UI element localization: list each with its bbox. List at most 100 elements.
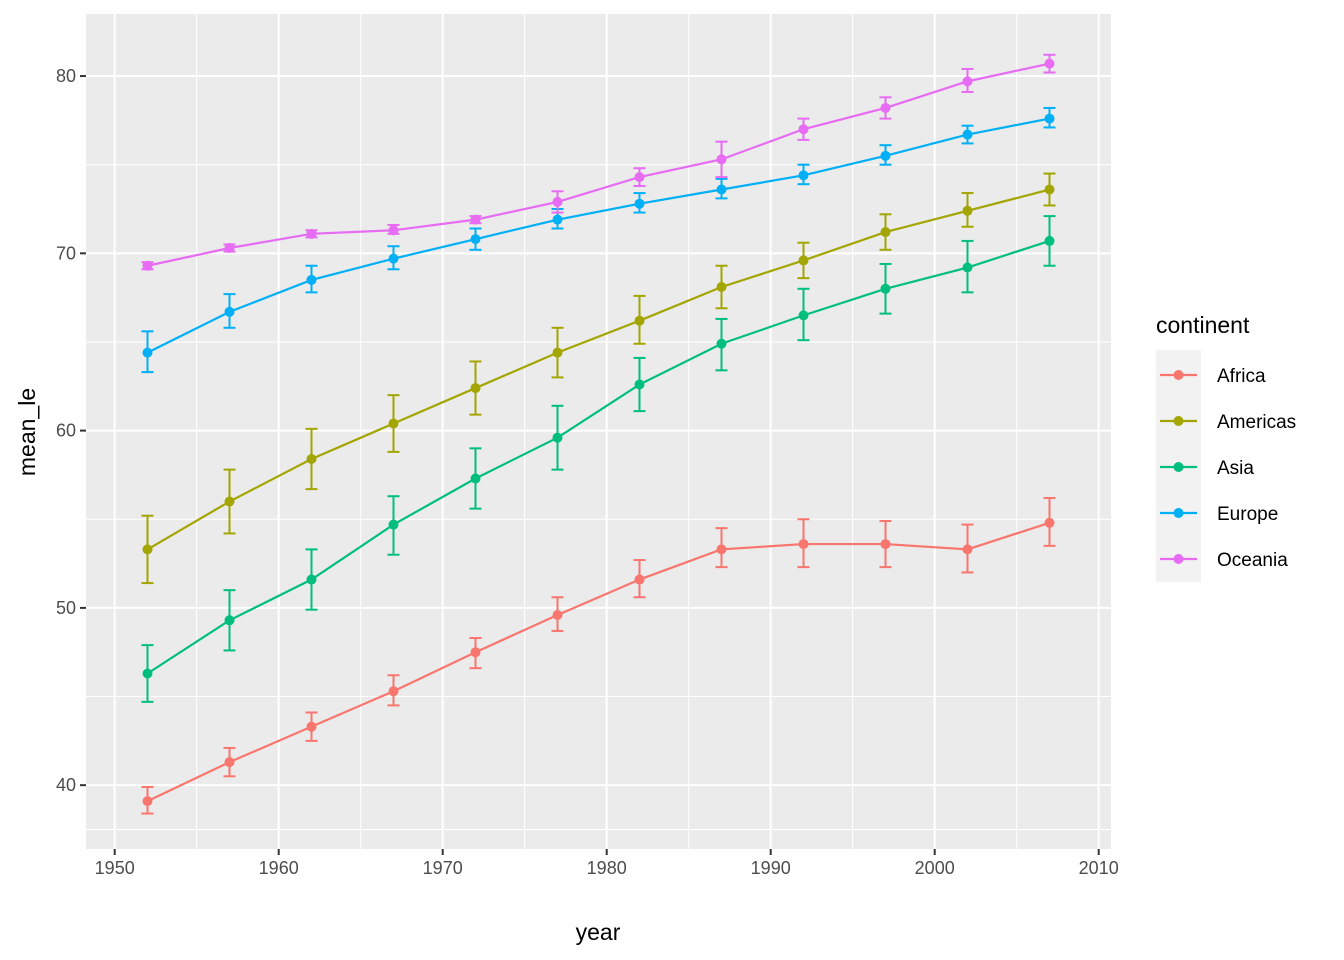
data-point (634, 574, 645, 585)
data-point (306, 574, 317, 585)
data-point (224, 306, 235, 317)
data-point (798, 255, 809, 266)
data-point (388, 686, 399, 697)
data-point (798, 539, 809, 550)
data-point (634, 315, 645, 326)
data-point (716, 544, 727, 555)
data-point (388, 418, 399, 429)
series-line (146, 239, 1050, 675)
data-point (716, 184, 727, 195)
series-line (147, 521, 1050, 803)
data-point (962, 129, 973, 140)
series-americas (141, 172, 1056, 585)
legend-key-point (1173, 462, 1184, 472)
legend-label: Europe (1217, 504, 1278, 525)
data-point (634, 379, 645, 390)
data-point (388, 519, 399, 530)
data-point (224, 243, 235, 254)
legend-item-oceania: Oceania (1160, 550, 1288, 571)
legend-item-africa: Africa (1160, 366, 1266, 387)
data-point (962, 76, 973, 87)
data-point (388, 253, 399, 264)
data-point (142, 544, 153, 555)
data-point (1044, 517, 1055, 528)
series-oceania (141, 53, 1056, 271)
x-tick-label: 1970 (423, 858, 463, 878)
legend-item-americas: Americas (1160, 412, 1296, 433)
data-point (962, 205, 973, 216)
data-point (798, 170, 809, 181)
y-tick-label: 70 (56, 243, 76, 263)
data-point (306, 228, 317, 239)
data-point (142, 796, 153, 807)
data-point (142, 347, 153, 358)
data-point (716, 154, 727, 165)
data-point (470, 234, 481, 245)
data-point (306, 453, 317, 464)
data-point (716, 282, 727, 293)
y-tick-label: 60 (56, 421, 76, 441)
legend-label: Asia (1217, 458, 1254, 479)
legend-label: Americas (1217, 412, 1296, 433)
x-tick-label: 1990 (751, 858, 791, 878)
x-axis-title: year (576, 919, 621, 945)
series-layer (141, 53, 1056, 815)
legend: continent Africa Americas Asia Europe Oceani… (1156, 312, 1296, 582)
data-point (1044, 235, 1055, 246)
series-line (147, 117, 1050, 354)
legend-items: Africa Americas Asia Europe Oceania (1160, 366, 1296, 571)
data-point (880, 150, 891, 161)
data-point (224, 496, 235, 507)
legend-key-point (1173, 554, 1184, 564)
data-point (224, 757, 235, 768)
data-point (1044, 184, 1055, 195)
y-tick-label: 40 (56, 775, 76, 795)
data-point (1044, 58, 1055, 69)
data-point (962, 544, 973, 555)
data-point (306, 721, 317, 732)
legend-key-point (1173, 370, 1184, 380)
y-tick-label: 50 (56, 598, 76, 618)
data-point (880, 227, 891, 238)
grid-major (86, 14, 1111, 849)
data-point (880, 102, 891, 113)
legend-key-point (1173, 416, 1184, 426)
legend-item-europe: Europe (1160, 504, 1278, 525)
legend-label: Africa (1217, 366, 1266, 387)
data-point (880, 283, 891, 294)
x-tick-label: 1960 (259, 858, 299, 878)
data-point (470, 647, 481, 658)
data-point (388, 225, 399, 236)
data-point (552, 347, 563, 358)
legend-title: continent (1156, 312, 1250, 338)
y-axis-title: mean_le (14, 388, 40, 476)
x-tick-label: 1950 (95, 858, 135, 878)
x-tick-label: 2000 (915, 858, 955, 878)
y-axis: 40 50 60 70 80 (56, 66, 86, 795)
data-point (224, 615, 235, 626)
data-point (880, 539, 891, 550)
data-point (798, 124, 809, 135)
y-tick-label: 80 (56, 66, 76, 86)
data-point (962, 262, 973, 273)
data-point (634, 198, 645, 209)
series-europe (141, 106, 1056, 374)
data-point (1044, 113, 1055, 124)
data-point (552, 196, 563, 207)
data-point (470, 383, 481, 394)
data-point (470, 214, 481, 225)
data-point (470, 473, 481, 484)
data-point (716, 338, 727, 349)
data-point (798, 310, 809, 321)
legend-key-point (1173, 508, 1184, 518)
series-asia (141, 215, 1056, 703)
series-line (147, 62, 1050, 267)
x-axis: 1950 1960 1970 1980 1990 2000 2010 (95, 849, 1119, 878)
data-point (552, 432, 563, 443)
series-africa (141, 496, 1056, 815)
data-point (142, 260, 153, 271)
series-line (146, 188, 1050, 551)
x-tick-label: 2010 (1079, 858, 1119, 878)
data-point (306, 274, 317, 285)
